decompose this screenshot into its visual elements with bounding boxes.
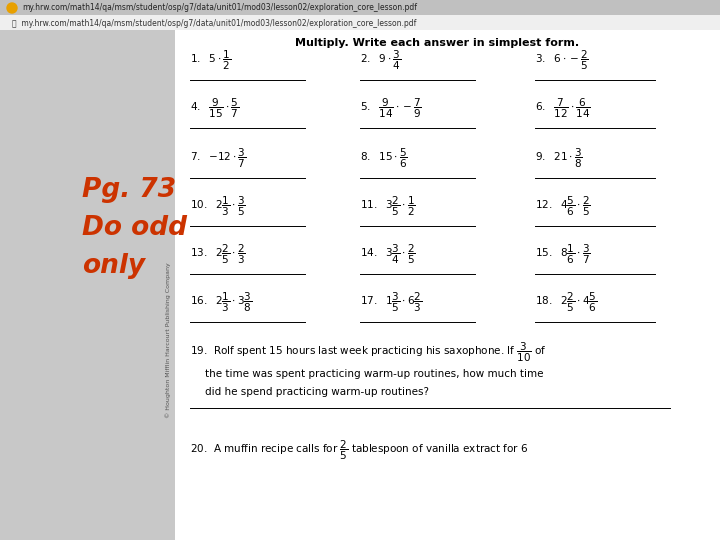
Text: $15.\ \ 8\dfrac{1}{6}\cdot\dfrac{3}{7}$: $15.\ \ 8\dfrac{1}{6}\cdot\dfrac{3}{7}$ [535,242,590,266]
Text: $17.\ \ 1\dfrac{3}{5}\cdot6\dfrac{2}{3}$: $17.\ \ 1\dfrac{3}{5}\cdot6\dfrac{2}{3}$ [360,291,423,314]
Circle shape [7,3,17,13]
Text: $14.\ \ 3\dfrac{3}{4}\cdot\dfrac{2}{5}$: $14.\ \ 3\dfrac{3}{4}\cdot\dfrac{2}{5}$ [360,242,415,266]
Text: $12.\ \ 4\dfrac{5}{6}\cdot\dfrac{2}{5}$: $12.\ \ 4\dfrac{5}{6}\cdot\dfrac{2}{5}$ [535,194,590,218]
Text: 20.  A muffin recipe calls for $\dfrac{2}{5}$ tablespoon of vanilla extract for : 20. A muffin recipe calls for $\dfrac{2}… [190,438,528,462]
Text: did he spend practicing warm-up routines?: did he spend practicing warm-up routines… [205,387,429,397]
Text: 19.  Rolf spent 15 hours last week practicing his saxophone. If $\dfrac{3}{10}$ : 19. Rolf spent 15 hours last week practi… [190,340,546,363]
FancyBboxPatch shape [175,30,720,540]
Text: $11.\ \ 3\dfrac{2}{5}\cdot\dfrac{1}{2}$: $11.\ \ 3\dfrac{2}{5}\cdot\dfrac{1}{2}$ [360,194,415,218]
Text: $10.\ \ 2\dfrac{1}{3}\cdot\dfrac{3}{5}$: $10.\ \ 2\dfrac{1}{3}\cdot\dfrac{3}{5}$ [190,194,246,218]
Text: $18.\ \ 2\dfrac{2}{5}\cdot4\dfrac{5}{6}$: $18.\ \ 2\dfrac{2}{5}\cdot4\dfrac{5}{6}$ [535,291,598,314]
Text: the time was spent practicing warm-up routines, how much time: the time was spent practicing warm-up ro… [205,369,544,379]
Text: $4.\ \ \dfrac{9}{15}\cdot\dfrac{5}{7}$: $4.\ \ \dfrac{9}{15}\cdot\dfrac{5}{7}$ [190,96,239,120]
Text: $16.\ \ 2\dfrac{1}{3}\cdot3\dfrac{3}{8}$: $16.\ \ 2\dfrac{1}{3}\cdot3\dfrac{3}{8}$ [190,291,252,314]
Text: $5.\ \ \dfrac{9}{14}\cdot-\dfrac{7}{9}$: $5.\ \ \dfrac{9}{14}\cdot-\dfrac{7}{9}$ [360,96,422,120]
Text: $13.\ \ 2\dfrac{2}{5}\cdot\dfrac{2}{3}$: $13.\ \ 2\dfrac{2}{5}\cdot\dfrac{2}{3}$ [190,242,246,266]
Text: ⎙  my.hrw.com/math14/qa/msm/student/osp/g7/data/unit01/mod03/lesson02/exploratio: ⎙ my.hrw.com/math14/qa/msm/student/osp/g… [12,18,416,28]
Text: © Houghton Mifflin Harcourt Publishing Company: © Houghton Mifflin Harcourt Publishing C… [165,262,171,418]
Text: my.hrw.com/math14/qa/msm/student/osp/g7/data/unit01/mod03/lesson02/exploration_c: my.hrw.com/math14/qa/msm/student/osp/g7/… [22,3,417,12]
Text: Do odd: Do odd [82,215,187,241]
FancyBboxPatch shape [0,15,720,30]
Text: $7.\ \ {-12}\cdot\dfrac{3}{7}$: $7.\ \ {-12}\cdot\dfrac{3}{7}$ [190,146,246,170]
Text: $3.\ \ 6\cdot-\dfrac{2}{5}$: $3.\ \ 6\cdot-\dfrac{2}{5}$ [535,49,589,72]
Text: $9.\ \ 21\cdot\dfrac{3}{8}$: $9.\ \ 21\cdot\dfrac{3}{8}$ [535,146,582,170]
FancyBboxPatch shape [0,0,720,15]
Text: Pg. 73: Pg. 73 [82,177,176,203]
Text: only: only [82,253,145,279]
Text: $2.\ \ 9\cdot\dfrac{3}{4}$: $2.\ \ 9\cdot\dfrac{3}{4}$ [360,49,401,72]
FancyBboxPatch shape [0,30,175,540]
Text: $1.\ \ 5\cdot\dfrac{1}{2}$: $1.\ \ 5\cdot\dfrac{1}{2}$ [190,49,231,72]
Text: $8.\ \ 15\cdot\dfrac{5}{6}$: $8.\ \ 15\cdot\dfrac{5}{6}$ [360,146,408,170]
Text: Multiply. Write each answer in simplest form.: Multiply. Write each answer in simplest … [295,38,579,48]
Text: $6.\ \ \dfrac{7}{12}\cdot\dfrac{6}{14}$: $6.\ \ \dfrac{7}{12}\cdot\dfrac{6}{14}$ [535,96,590,120]
